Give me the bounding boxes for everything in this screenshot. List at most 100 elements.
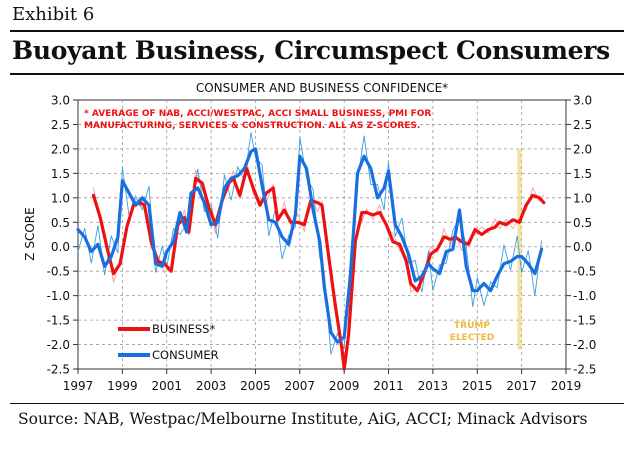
headline: Buoyant Business, Circumspect Consumers <box>12 36 610 65</box>
business-point <box>170 270 172 272</box>
consumer-point <box>407 253 410 255</box>
chart-title: CONSUMER AND BUSINESS CONFIDENCE* <box>196 81 448 95</box>
y-tick-label-left: -2.0 <box>47 338 70 352</box>
consumer-point <box>117 236 119 238</box>
x-tick-label: 2005 <box>240 379 271 393</box>
business-point <box>246 167 248 170</box>
consumer-point <box>210 224 212 226</box>
x-tick-label: 2003 <box>196 379 227 393</box>
consumer-point <box>383 187 385 189</box>
consumer-point <box>128 192 130 194</box>
business-point <box>487 229 489 231</box>
legend-consumer-label: CONSUMER <box>152 348 219 362</box>
business-point <box>239 194 241 196</box>
consumer-point <box>323 285 325 287</box>
business-point <box>321 204 323 206</box>
business-point <box>252 187 254 189</box>
consumer-point <box>110 255 112 258</box>
x-tick-label: 2001 <box>151 379 182 393</box>
y-tick-label-left: 1.0 <box>51 191 70 205</box>
consumer-point <box>476 290 478 292</box>
consumer-point <box>534 273 536 275</box>
consumer-point <box>172 241 174 243</box>
business-point <box>208 207 210 209</box>
business-point <box>512 219 514 221</box>
y-tick-label-right: 0.0 <box>573 240 592 254</box>
consumer-point <box>458 209 461 211</box>
business-point <box>112 273 115 275</box>
consumer-point <box>439 273 441 275</box>
business-point <box>443 236 445 238</box>
business-point <box>188 231 190 233</box>
consumer-point <box>503 263 505 265</box>
consumer-point <box>141 197 143 199</box>
consumer-point <box>305 167 308 170</box>
business-point <box>436 248 438 250</box>
consumer-point <box>490 290 492 292</box>
y-tick-label-right: -1.5 <box>573 314 596 328</box>
x-tick-label: 2017 <box>506 379 537 393</box>
business-point <box>405 260 407 262</box>
business-point <box>195 177 197 179</box>
business-point <box>297 221 299 223</box>
consumer-point <box>387 170 390 172</box>
consumer-point <box>90 251 92 253</box>
consumer-point <box>319 241 321 243</box>
business-point <box>525 204 527 206</box>
consumer-point <box>432 268 434 270</box>
consumer-point <box>330 331 332 333</box>
business-point <box>157 260 159 262</box>
business-point <box>283 209 285 211</box>
business-point <box>365 211 367 214</box>
business-point <box>372 214 374 216</box>
y-tick-label-right: -1.0 <box>573 289 596 303</box>
consumer-point <box>483 282 485 284</box>
headline-top-rule <box>10 30 624 32</box>
y-tick-label-left: 0.0 <box>51 240 70 254</box>
plot-area <box>77 99 567 370</box>
consumer-point <box>394 224 396 226</box>
consumer-point <box>97 243 99 245</box>
consumer-point <box>288 243 290 245</box>
business-point <box>450 238 452 240</box>
chart-note-line-1: * AVERAGE OF NAB, ACCI/WESTPAC, ACCI SMA… <box>84 109 431 119</box>
x-tick-label: 2007 <box>285 379 316 393</box>
y-tick-label-left: 2.5 <box>51 118 70 132</box>
business-point <box>277 219 279 221</box>
business-point <box>481 233 483 236</box>
business-point <box>392 241 394 243</box>
consumer-point <box>268 219 270 221</box>
consumer-point <box>509 260 512 262</box>
x-tick-label: 2011 <box>373 379 404 393</box>
business-point <box>119 263 121 265</box>
y-tick-label-right: -0.5 <box>573 265 596 279</box>
series-layer <box>76 132 546 371</box>
business-point <box>348 334 350 336</box>
business-point <box>518 221 521 223</box>
x-tick-label: 1999 <box>107 379 138 393</box>
business-point <box>543 202 545 204</box>
consumer-point <box>472 290 474 292</box>
legend-business-label: BUSINESS* <box>152 322 215 336</box>
y-tick-label-right: -2.5 <box>573 363 596 377</box>
consumer-point <box>541 248 543 250</box>
consumer-line <box>76 147 544 344</box>
consumer-point <box>414 280 416 282</box>
business-point <box>494 226 496 228</box>
consumer-point <box>77 229 79 231</box>
consumer-point <box>84 236 86 238</box>
business-point <box>272 187 274 189</box>
business-point <box>290 221 292 223</box>
consumer-point <box>299 155 301 157</box>
business-point <box>317 202 319 204</box>
legend: BUSINESS* CONSUMER <box>118 322 219 362</box>
y-tick-label-right: 2.0 <box>573 142 592 156</box>
consumer-point <box>363 155 365 157</box>
x-tick-label: 2009 <box>329 379 360 393</box>
business-point <box>416 290 418 292</box>
x-tick-label: 2015 <box>462 379 493 393</box>
y-tick-label-left: 2.0 <box>51 142 70 156</box>
business-point <box>354 241 356 243</box>
x-tick-label: 2019 <box>551 379 582 393</box>
consumer-point <box>294 214 296 216</box>
